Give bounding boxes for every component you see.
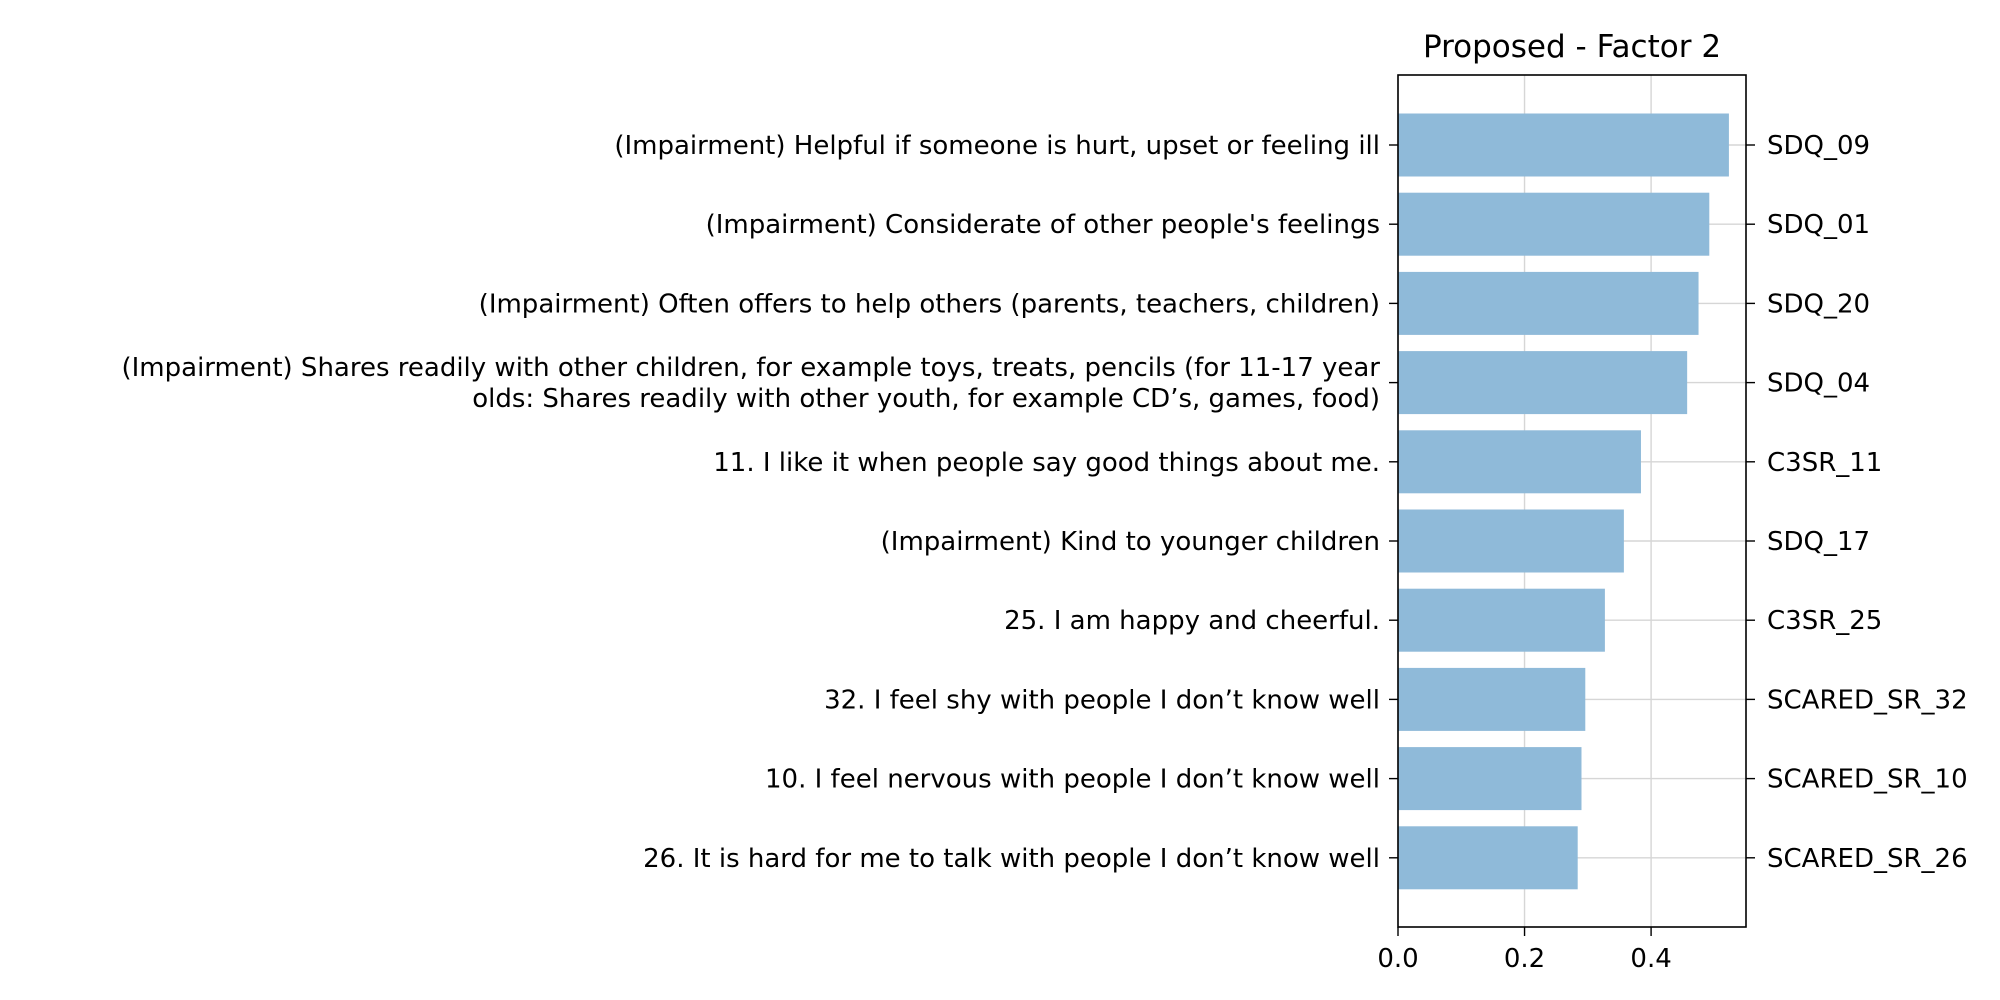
y-tick-label: 25. I am happy and cheerful. <box>1004 606 1380 636</box>
bar <box>1398 588 1605 652</box>
item-code-label: SDQ_01 <box>1767 210 1870 240</box>
bar <box>1398 826 1578 890</box>
y-tick-label: 26. It is hard for me to talk with peopl… <box>643 844 1380 874</box>
item-code-label: C3SR_11 <box>1767 448 1882 478</box>
bar <box>1398 430 1641 494</box>
bar <box>1398 113 1729 177</box>
plot-frame <box>1397 74 1747 928</box>
y-tick-label: (Impairment) Helpful if someone is hurt,… <box>614 131 1380 161</box>
bar <box>1398 747 1582 811</box>
item-code-label: SCARED_SR_26 <box>1767 844 1968 874</box>
item-code-label: SCARED_SR_10 <box>1767 765 1968 795</box>
item-code-label: SDQ_20 <box>1767 289 1870 319</box>
bar <box>1398 271 1699 335</box>
ticks: 0.0 0.2 0.4 (Impairment) Helpful if someone… <box>122 131 1968 974</box>
y-tick-label: (Impairment) Kind to younger children <box>881 527 1380 557</box>
item-code-label: C3SR_25 <box>1767 606 1882 636</box>
y-tick-label: (Impairment) Considerate of other people… <box>706 210 1380 240</box>
y-tick-label: olds: Shares readily with other youth, f… <box>472 384 1380 414</box>
y-tick-label: (Impairment) Often offers to help others… <box>479 289 1380 319</box>
bars <box>1398 113 1729 890</box>
chart-title: Proposed - Factor 2 <box>1423 29 1721 65</box>
bar <box>1398 509 1624 573</box>
x-tick-label: 0.4 <box>1630 944 1671 974</box>
bar <box>1398 351 1688 415</box>
bar <box>1398 667 1586 731</box>
item-code-label: SCARED_SR_32 <box>1767 685 1968 715</box>
item-code-label: SDQ_09 <box>1767 131 1870 161</box>
y-tick-label: 11. I like it when people say good thing… <box>713 448 1380 478</box>
y-tick-label: 10. I feel nervous with people I don’t k… <box>765 765 1380 795</box>
item-code-label: SDQ_04 <box>1767 369 1870 399</box>
bar <box>1398 192 1710 256</box>
item-code-label: SDQ_17 <box>1767 527 1870 557</box>
y-tick-label: (Impairment) Shares readily with other c… <box>122 353 1381 383</box>
x-tick-label: 0.2 <box>1504 944 1545 974</box>
y-tick-label: 32. I feel shy with people I don’t know … <box>824 685 1380 715</box>
x-tick-label: 0.0 <box>1377 944 1418 974</box>
